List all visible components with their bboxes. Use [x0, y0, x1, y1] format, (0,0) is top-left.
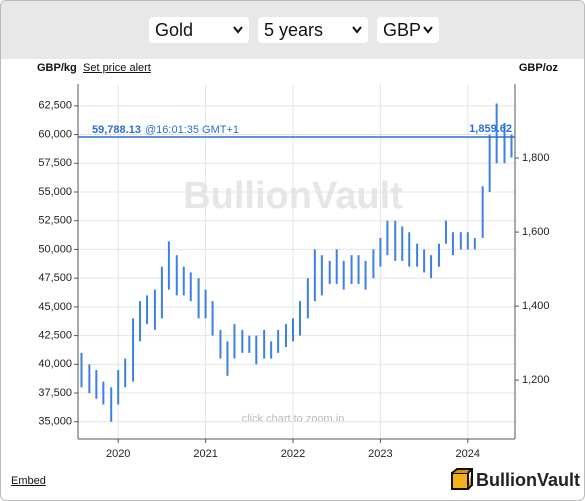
embed-link[interactable]: Embed [11, 475, 46, 487]
y2-tick-label: 1,600 [522, 226, 550, 238]
alert-link[interactable]: Set price alert [83, 62, 151, 74]
y2-tick-label: 1,400 [522, 300, 550, 312]
x-tick-label: 2022 [281, 448, 305, 460]
y-tick-label: 35,000 [38, 416, 72, 428]
currency-select[interactable]: GBP [377, 17, 439, 43]
chevron [233, 26, 243, 34]
y-tick-label: 50,000 [38, 243, 72, 255]
y-tick-label: 62,500 [38, 100, 72, 112]
y-tick-label: 60,000 [38, 128, 72, 140]
metal-value: Gold [155, 20, 194, 40]
y-tick-label: 57,500 [38, 157, 72, 169]
period-select[interactable]: 5 years [258, 17, 368, 43]
y-tick-label: 37,500 [38, 387, 72, 399]
y-axis-unit: GBP/kg [37, 62, 77, 74]
current-price-label: 59,788.13 [92, 124, 141, 136]
current-oz-label: 1,859.62 [469, 123, 512, 135]
logo-icon [451, 468, 473, 490]
plot-area [78, 84, 515, 439]
y2-tick-label: 1,800 [522, 152, 550, 164]
x-tick-label: 2023 [368, 448, 392, 460]
metal-select[interactable]: Gold [149, 17, 249, 43]
y-tick-label: 47,500 [38, 272, 72, 284]
brand-name: BullionVault [476, 470, 581, 490]
chevron [352, 26, 362, 34]
y-tick-label: 42,500 [38, 330, 72, 342]
chevron [423, 26, 433, 34]
y-tick-label: 55,000 [38, 186, 72, 198]
current-time-label: @16:01:35 GMT+1 [145, 124, 239, 136]
y-tick-label: 45,000 [38, 301, 72, 313]
currency-value: GBP [383, 20, 422, 40]
y2-tick-label: 1,200 [522, 374, 550, 386]
x-tick-label: 2024 [456, 448, 480, 460]
y2-axis-unit: GBP/oz [518, 62, 558, 74]
chart[interactable]: BullionVault click chart to zoom in 35,0… [1, 76, 584, 476]
y-tick-label: 52,500 [38, 215, 72, 227]
brand-logo: BullionVault [449, 468, 581, 494]
x-tick-label: 2020 [106, 448, 130, 460]
period-value: 5 years [264, 20, 324, 40]
y-tick-label: 40,000 [38, 358, 72, 370]
x-tick-label: 2021 [193, 448, 217, 460]
